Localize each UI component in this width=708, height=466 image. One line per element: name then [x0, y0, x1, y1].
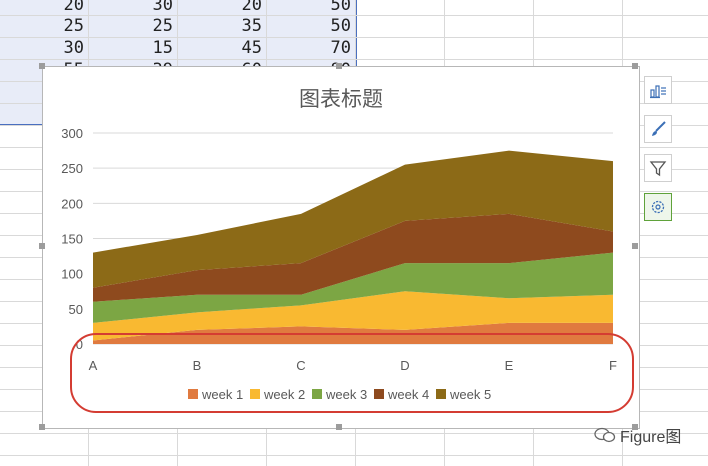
resize-handle[interactable]	[39, 424, 45, 430]
legend-swatch	[188, 389, 198, 399]
x-tick-label: B	[193, 358, 202, 373]
area-series-week-3	[93, 252, 613, 323]
chart-filter-button[interactable]	[644, 154, 672, 182]
legend-label: week 2	[263, 387, 305, 402]
watermark: Figure图	[594, 423, 681, 447]
y-tick-label: 150	[61, 232, 83, 247]
resize-handle[interactable]	[39, 243, 45, 249]
resize-handle[interactable]	[632, 243, 638, 249]
area-series-week-4	[93, 213, 613, 302]
chart-elements-button[interactable]	[644, 76, 672, 104]
highlight-oval	[70, 333, 634, 413]
legend-swatch	[436, 389, 446, 399]
selection-border	[355, 0, 357, 125]
x-tick-label: E	[505, 358, 514, 373]
brush-icon	[652, 121, 666, 136]
table-cell[interactable]: 35	[241, 16, 262, 36]
table-cell[interactable]: 20	[63, 0, 84, 15]
legend-label: week 5	[449, 387, 491, 402]
y-tick-label: 300	[61, 126, 83, 141]
x-tick-label: F	[609, 358, 617, 373]
x-tick-label: C	[296, 358, 305, 373]
x-tick-label: A	[89, 358, 98, 373]
wechat-icon	[594, 427, 616, 443]
area-series-week-5	[93, 150, 613, 288]
table-cell[interactable]: 30	[63, 38, 84, 58]
resize-handle[interactable]	[39, 63, 45, 69]
y-tick-label: 100	[61, 267, 83, 282]
resize-handle[interactable]	[632, 63, 638, 69]
table-cell[interactable]: 30	[152, 0, 173, 15]
legend-label: week 4	[387, 387, 429, 402]
resize-handle[interactable]	[336, 63, 342, 69]
table-cell[interactable]: 25	[152, 16, 173, 36]
table-cell[interactable]: 25	[63, 16, 84, 36]
legend-label: week 1	[201, 387, 243, 402]
watermark-text: Figure图	[620, 429, 682, 446]
resize-handle[interactable]	[632, 424, 638, 430]
chart-elements-icon	[650, 85, 666, 99]
chart-settings-button[interactable]	[644, 193, 672, 221]
y-tick-label: 200	[61, 196, 83, 211]
table-cell[interactable]: 50	[330, 16, 351, 36]
legend-swatch	[374, 389, 384, 399]
legend-label: week 3	[325, 387, 367, 402]
settings-icon	[651, 200, 665, 214]
legend-swatch	[250, 389, 260, 399]
table-cell[interactable]: 45	[241, 38, 262, 58]
x-tick-label: D	[400, 358, 409, 373]
chart-title[interactable]: 图表标题	[299, 88, 383, 111]
table-cell[interactable]: 15	[152, 38, 173, 58]
resize-handle[interactable]	[336, 424, 342, 430]
area-series-week-2	[93, 291, 613, 341]
y-tick-label: 50	[69, 302, 83, 317]
filter-icon	[649, 161, 667, 177]
y-tick-label: 250	[61, 161, 83, 176]
table-cell[interactable]: 70	[330, 38, 351, 58]
chart-style-button[interactable]	[644, 115, 672, 143]
table-cell[interactable]: 20	[241, 0, 262, 15]
legend-swatch	[312, 389, 322, 399]
table-cell[interactable]: 50	[330, 0, 351, 15]
